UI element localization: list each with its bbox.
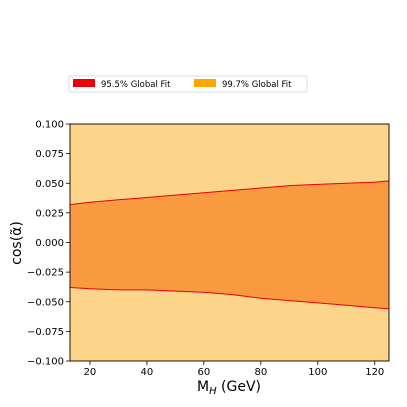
x-axis-title-subscript: H bbox=[209, 386, 217, 397]
region-95-5-fill bbox=[70, 180, 389, 309]
y-axis: −0.100 −0.075 −0.050 −0.025 0.000 0.025 0.050 0… bbox=[27, 120, 70, 368]
plot-area bbox=[70, 124, 389, 361]
legend: 95.5% Global Fit 99.7% Global Fit bbox=[68, 75, 308, 93]
y-tick-label: 0.000 bbox=[35, 238, 64, 249]
legend-label-997: 99.7% Global Fit bbox=[222, 80, 292, 90]
y-tick-label: 0.050 bbox=[35, 179, 64, 190]
y-tick-label: −0.050 bbox=[27, 297, 64, 308]
y-tick-label: −0.075 bbox=[27, 327, 64, 338]
y-tick-label: 0.025 bbox=[35, 208, 64, 219]
x-tick-label: 80 bbox=[254, 367, 267, 378]
legend-label-95: 95.5% Global Fit bbox=[101, 80, 171, 90]
x-axis-title-unit: (GeV) bbox=[217, 379, 261, 395]
legend-swatch-95 bbox=[73, 79, 95, 87]
y-tick-label: −0.100 bbox=[27, 357, 64, 368]
y-tick-label: 0.075 bbox=[35, 149, 64, 160]
y-tick-label: 0.100 bbox=[35, 120, 64, 131]
legend-swatch-997 bbox=[194, 79, 216, 87]
x-axis: 20 40 60 80 100 120 bbox=[84, 361, 384, 378]
x-tick-label: 120 bbox=[365, 367, 384, 378]
x-tick-label: 40 bbox=[141, 367, 154, 378]
y-axis-title: cos(α̃) bbox=[9, 221, 25, 265]
x-tick-label: 20 bbox=[84, 367, 97, 378]
region-95-5-upper-edge bbox=[70, 180, 389, 206]
region-95-5-percent bbox=[70, 180, 389, 310]
y-tick-label: −0.025 bbox=[27, 268, 64, 279]
x-axis-title: MH (GeV) bbox=[197, 379, 261, 397]
x-tick-label: 60 bbox=[197, 367, 210, 378]
region-95-5-lower-edge bbox=[70, 287, 389, 310]
legend-box bbox=[68, 75, 308, 93]
x-tick-label: 100 bbox=[308, 367, 327, 378]
